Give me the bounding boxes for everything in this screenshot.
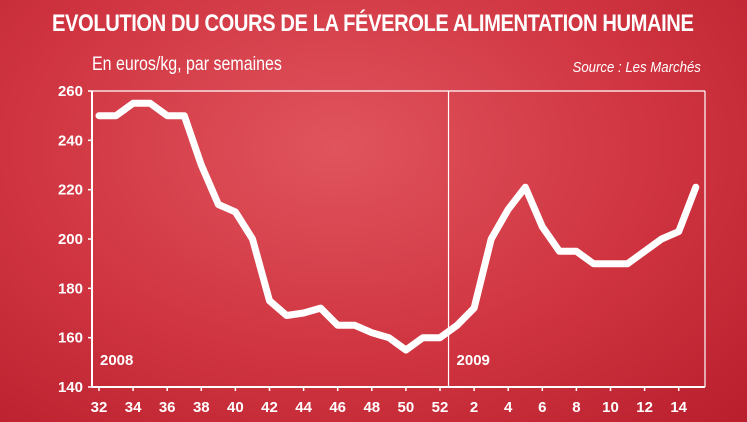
x-tick-label: 4 [504, 399, 513, 416]
data-point [539, 224, 545, 230]
x-tick-label: 36 [159, 399, 176, 416]
price-series-line [95, 99, 700, 354]
x-tick-label: 44 [295, 399, 312, 416]
data-point [335, 322, 341, 328]
data-point [608, 261, 613, 267]
x-tick-label: 14 [670, 399, 687, 416]
y-tick-label: 240 [58, 132, 83, 149]
data-point [267, 298, 272, 304]
data-point [284, 312, 290, 318]
y-tick-label: 220 [58, 182, 83, 199]
data-point [625, 261, 631, 267]
chart-source: Source : Les Marchés [572, 59, 701, 76]
data-point [471, 305, 477, 311]
x-tick-label: 50 [398, 399, 415, 416]
year-label-2008: 2008 [100, 352, 133, 369]
y-tick-label: 140 [58, 379, 83, 396]
chart-title: EVOLUTION DU COURS DE LA FÉVEROLE ALIMEN… [52, 10, 694, 37]
x-tick-label: 2 [470, 399, 478, 416]
year-label-2009: 2009 [457, 352, 490, 369]
data-point [130, 100, 136, 106]
x-tick-label: 8 [572, 399, 580, 416]
data-point [659, 236, 665, 242]
data-point [181, 113, 187, 119]
data-point [642, 248, 648, 254]
y-tick-label: 260 [58, 83, 83, 100]
data-point [301, 310, 307, 316]
y-tick-label: 180 [58, 280, 83, 297]
x-tick-label: 34 [125, 399, 142, 416]
data-point [198, 162, 204, 168]
x-tick-label: 48 [363, 399, 380, 416]
data-point [420, 335, 426, 341]
data-point [215, 201, 221, 207]
data-point [386, 335, 392, 341]
data-point [147, 100, 153, 106]
chart-series [95, 99, 700, 354]
data-point [590, 261, 596, 267]
x-tick-label: 38 [193, 399, 210, 416]
x-tick-label: 10 [602, 399, 619, 416]
x-tick-label: 32 [91, 399, 108, 416]
y-tick-label: 160 [58, 330, 83, 347]
data-point [556, 248, 562, 254]
chart-axes [88, 90, 706, 391]
data-point [437, 335, 443, 341]
data-point [164, 113, 170, 119]
x-tick-label: 42 [261, 399, 278, 416]
data-point [369, 330, 375, 336]
chart-subtitle: En euros/kg, par semaines [92, 54, 282, 75]
data-point [96, 113, 102, 119]
data-point [232, 209, 238, 215]
x-tick-label: 52 [432, 399, 449, 416]
data-point [505, 206, 511, 212]
data-point [454, 322, 460, 328]
data-point [676, 229, 682, 235]
data-point [352, 322, 358, 328]
data-point [113, 113, 119, 119]
data-point [318, 305, 324, 311]
data-point [249, 236, 255, 242]
x-tick-label: 12 [636, 399, 653, 416]
data-point [488, 236, 494, 242]
x-tick-label: 6 [538, 399, 546, 416]
y-tick-label: 200 [58, 231, 83, 248]
data-point [573, 248, 579, 254]
data-point [403, 347, 409, 353]
data-point [522, 184, 528, 190]
x-tick-label: 40 [227, 399, 244, 416]
data-point [693, 184, 699, 190]
x-tick-label: 46 [329, 399, 346, 416]
